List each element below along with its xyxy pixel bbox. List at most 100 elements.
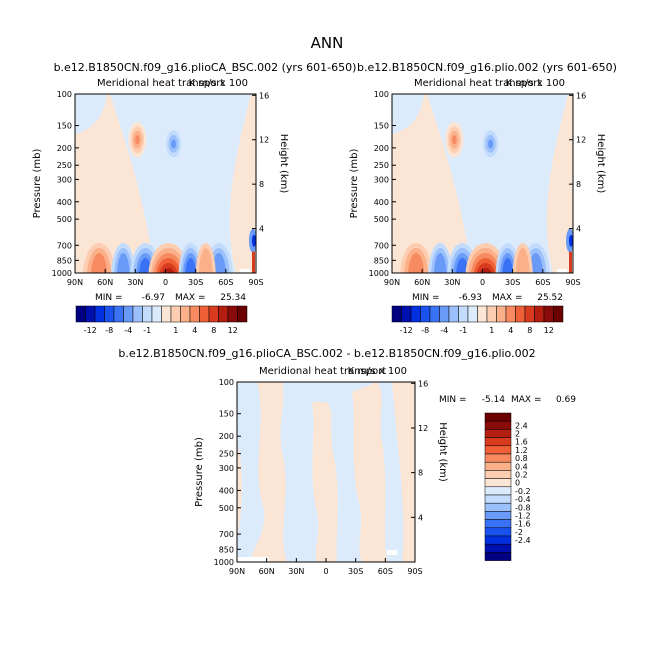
colorbar-label: -0.2 — [515, 487, 531, 496]
colorbar-label: 0 — [515, 479, 520, 488]
contour-field — [75, 94, 256, 273]
colorbar-box — [484, 552, 512, 561]
colorbar-label: 1.2 — [515, 446, 528, 455]
units-label: K m/s x 100 — [189, 78, 248, 89]
max-value: 25.34 — [220, 293, 246, 303]
latitude-tick-label: 30S — [505, 278, 520, 287]
colorbar-box — [104, 305, 115, 323]
min-label: MIN = — [412, 293, 440, 303]
surface-contour — [434, 253, 447, 273]
colorbar-label: 4 — [508, 326, 513, 335]
pressure-tick-label: 400 — [374, 198, 389, 207]
pressure-tick-label: 300 — [219, 464, 234, 473]
max-value: 0.69 — [556, 395, 576, 405]
latitude-tick-label: 60N — [259, 567, 275, 576]
colorbar-box — [484, 527, 512, 537]
edge-positive — [569, 251, 572, 273]
colorbar-label: -4 — [124, 326, 132, 335]
colorbar-box — [534, 305, 545, 323]
colorbar-label: -12 — [400, 326, 413, 335]
units-label: K m/s x 100 — [348, 366, 407, 377]
colorbar-box — [484, 453, 512, 463]
panel-subtitle: Meridional heat transport — [259, 366, 386, 377]
jet-contour — [452, 135, 457, 145]
height-tick-label: 16 — [418, 379, 428, 388]
y-axis-label: Pressure (mb) — [194, 437, 205, 507]
colorbar-label: 2 — [515, 430, 520, 439]
colorbar-box — [123, 305, 134, 323]
colorbar-box — [484, 412, 512, 422]
surface-contour — [515, 248, 530, 273]
y-axis-label: Pressure (mb) — [349, 149, 360, 219]
colorbar-box — [227, 305, 238, 323]
min-label: MIN = — [95, 293, 123, 303]
colorbar-box — [467, 305, 478, 323]
colorbar-box — [484, 543, 512, 553]
case-title: b.e12.B1850CN.f09_g16.plioCA_BSC.002 (yr… — [54, 61, 357, 74]
latitude-tick-label: 30S — [188, 278, 203, 287]
colorbar-box — [161, 305, 172, 323]
latitude-tick-label: 90N — [67, 278, 83, 287]
colorbar-box — [484, 461, 512, 471]
region-weak-negative — [392, 94, 424, 134]
jet-contour — [171, 139, 177, 149]
latitude-tick-label: 0 — [163, 278, 168, 287]
height-tick-label: 12 — [259, 136, 269, 145]
colorbar-label: 0.8 — [515, 454, 528, 463]
colorbar-box — [484, 420, 512, 430]
y-axis-label-right: Height (km) — [278, 134, 289, 194]
colorbar-2: -12 -8 -4 -1 1 4 8 12 — [391, 305, 564, 335]
colorbar-box — [113, 305, 124, 323]
pressure-tick-label: 200 — [219, 432, 234, 441]
height-tick-label: 16 — [259, 91, 269, 100]
pressure-tick-label: 1000 — [214, 558, 234, 567]
colorbar-box — [486, 305, 497, 323]
panel-3: b.e12.B1850CN.f09_g16.plioCA_BSC.002 - b… — [118, 347, 576, 576]
colorbar-box — [553, 305, 564, 323]
latitude-tick-label: 60S — [535, 278, 550, 287]
colorbar-box — [208, 305, 219, 323]
edge-negative — [569, 234, 573, 247]
colorbar-label: 12 — [544, 326, 554, 335]
y-axis-label-right: Height (km) — [595, 134, 606, 194]
colorbar-box — [484, 437, 512, 447]
colorbar-box — [391, 305, 402, 323]
pressure-tick-label: 850 — [219, 545, 234, 554]
colorbar-box — [505, 305, 516, 323]
max-label: MAX = — [511, 395, 542, 405]
surface-contour — [408, 253, 425, 273]
surface-contour — [502, 258, 513, 273]
latitude-tick-label: 60N — [414, 278, 430, 287]
latitude-tick-label: 30N — [127, 278, 143, 287]
colorbar-box — [484, 470, 512, 479]
colorbar-box — [496, 305, 507, 323]
colorbar-box — [515, 305, 526, 323]
pressure-tick-label: 250 — [57, 161, 72, 170]
max-label: MAX = — [175, 293, 206, 303]
pressure-tick-label: 500 — [57, 215, 72, 224]
height-tick-label: 8 — [576, 180, 581, 189]
height-tick-label: 12 — [576, 136, 586, 145]
colorbar-label: 8 — [527, 326, 532, 335]
colorbar-label: -2.4 — [515, 536, 531, 545]
difference-positive-region — [352, 382, 387, 562]
colorbar-label: 8 — [211, 326, 216, 335]
colorbar-box — [75, 305, 86, 323]
colorbar-box — [237, 305, 248, 323]
colorbar-label: 2.4 — [515, 421, 528, 430]
latitude-tick-label: 0 — [480, 278, 485, 287]
colorbar-box — [484, 486, 512, 496]
colorbar-box — [420, 305, 431, 323]
panel-2: b.e12.B1850CN.f09_g16.plio.002 (yrs 601-… — [349, 61, 617, 303]
height-tick-label: 8 — [259, 180, 264, 189]
max-value: 25.52 — [537, 293, 563, 303]
pressure-tick-label: 700 — [374, 241, 389, 250]
pressure-tick-label: 850 — [374, 256, 389, 265]
difference-positive-region — [312, 402, 338, 562]
latitude-tick-label: 60S — [218, 278, 233, 287]
colorbar-box — [484, 519, 512, 529]
colorbar-label: -4 — [440, 326, 448, 335]
difference-positive-region — [237, 442, 242, 542]
jet-contour — [488, 139, 494, 149]
